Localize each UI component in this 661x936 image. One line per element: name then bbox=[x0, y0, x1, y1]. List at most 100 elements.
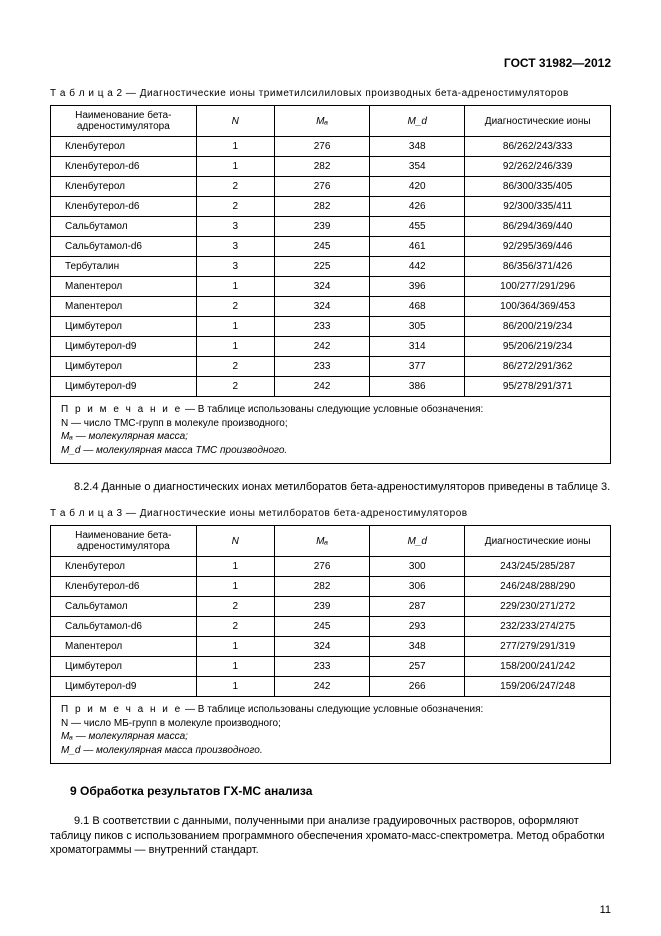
table3-note-line3: M_d — молекулярная масса производного. bbox=[61, 745, 263, 756]
table2-cell-ions: 92/295/369/446 bbox=[465, 237, 611, 257]
table2-cell-ma: 225 bbox=[274, 257, 369, 277]
table2-caption-label: Т а б л и ц а 2 — bbox=[50, 88, 136, 99]
table2-th-ma: Mₐ bbox=[274, 106, 369, 137]
table3-th-md: M_d bbox=[370, 526, 465, 557]
table3-cell-md: 300 bbox=[370, 557, 465, 577]
table3-cell-name: Цимбутерол-d9 bbox=[51, 677, 197, 697]
table-row: Цимбутерол-d9124231495/206/219/234 bbox=[51, 337, 611, 357]
table3-cell-n: 1 bbox=[196, 677, 274, 697]
table2-cell-ions: 95/206/219/234 bbox=[465, 337, 611, 357]
table3-caption: Т а б л и ц а 3 — Диагностические ионы м… bbox=[50, 508, 611, 519]
table3-cell-ions: 243/245/285/287 bbox=[465, 557, 611, 577]
table3-cell-ma: 245 bbox=[274, 617, 369, 637]
table-row: Кленбутерол-d6228242692/300/335/411 bbox=[51, 197, 611, 217]
table3-th-name: Наименование бета-адреностимулятора bbox=[51, 526, 197, 557]
table2-cell-ma: 233 bbox=[274, 317, 369, 337]
table2-cell-n: 1 bbox=[196, 277, 274, 297]
table2-cell-ma: 324 bbox=[274, 277, 369, 297]
table3-cell-name: Мапентерол bbox=[51, 637, 197, 657]
table2-cell-ions: 86/300/335/405 bbox=[465, 177, 611, 197]
table2-cell-ions: 86/294/369/440 bbox=[465, 217, 611, 237]
table2-cell-ma: 282 bbox=[274, 197, 369, 217]
table3-cell-md: 306 bbox=[370, 577, 465, 597]
table2-note-line1: N — число ТМС-групп в молекуле производн… bbox=[61, 418, 288, 429]
table3-cell-n: 1 bbox=[196, 577, 274, 597]
para-9-1: 9.1 В соответствии с данными, полученным… bbox=[50, 814, 611, 857]
table2-cell-name: Кленбутерол-d6 bbox=[51, 157, 197, 177]
table2-cell-md: 348 bbox=[370, 137, 465, 157]
table3-cell-md: 293 bbox=[370, 617, 465, 637]
table2-cell-n: 2 bbox=[196, 377, 274, 397]
table-row: Кленбутерол-d6128235492/262/246/339 bbox=[51, 157, 611, 177]
table2-cell-name: Сальбутамол bbox=[51, 217, 197, 237]
table-row: Цимбутерол-d9224238695/278/291/371 bbox=[51, 377, 611, 397]
table2-th-name: Наименование бета-адреностимулятора bbox=[51, 106, 197, 137]
table3-caption-label: Т а б л и ц а 3 — bbox=[50, 508, 136, 519]
table2-cell-md: 461 bbox=[370, 237, 465, 257]
table3: Наименование бета-адреностимулятора N Mₐ… bbox=[50, 525, 611, 764]
table2-cell-md: 305 bbox=[370, 317, 465, 337]
table2-cell-md: 396 bbox=[370, 277, 465, 297]
table3-cell-ma: 282 bbox=[274, 577, 369, 597]
table3-cell-name: Сальбутамол-d6 bbox=[51, 617, 197, 637]
table3-th-n: N bbox=[196, 526, 274, 557]
table3-cell-n: 1 bbox=[196, 557, 274, 577]
table2-note: П р и м е ч а н и е — В таблице использо… bbox=[51, 397, 611, 464]
table2-caption-text: Диагностические ионы триметилсилиловых п… bbox=[140, 88, 569, 99]
table3-cell-n: 2 bbox=[196, 617, 274, 637]
table-row: Мапентерол1324396100/277/291/296 bbox=[51, 277, 611, 297]
table2-cell-ions: 92/262/246/339 bbox=[465, 157, 611, 177]
table2-cell-name: Кленбутерол bbox=[51, 137, 197, 157]
table-row: Цимбутерол1233257158/200/241/242 bbox=[51, 657, 611, 677]
table2-cell-n: 3 bbox=[196, 257, 274, 277]
table3-th-ions: Диагностические ионы bbox=[465, 526, 611, 557]
table2-cell-name: Цимбутерол-d9 bbox=[51, 337, 197, 357]
section-9-heading: 9 Обработка результатов ГХ-МС анализа bbox=[70, 784, 611, 798]
table3-cell-n: 1 bbox=[196, 657, 274, 677]
table3-cell-name: Цимбутерол bbox=[51, 657, 197, 677]
table3-cell-ma: 233 bbox=[274, 657, 369, 677]
table2-caption: Т а б л и ц а 2 — Диагностические ионы т… bbox=[50, 88, 611, 99]
table3-caption-text: Диагностические ионы метилборатов бета-а… bbox=[140, 508, 468, 519]
table2-cell-name: Кленбутерол bbox=[51, 177, 197, 197]
table-row: Цимбутерол-d91242266159/206/247/248 bbox=[51, 677, 611, 697]
table-row: Кленбутерол227642086/300/335/405 bbox=[51, 177, 611, 197]
table3-cell-ions: 246/248/288/290 bbox=[465, 577, 611, 597]
table2-note-line0: — В таблице использованы следующие услов… bbox=[185, 404, 483, 415]
table2-cell-ma: 276 bbox=[274, 177, 369, 197]
table3-cell-ions: 159/206/247/248 bbox=[465, 677, 611, 697]
table3-cell-ma: 239 bbox=[274, 597, 369, 617]
table2-cell-ions: 92/300/335/411 bbox=[465, 197, 611, 217]
table3-header-row: Наименование бета-адреностимулятора N Mₐ… bbox=[51, 526, 611, 557]
table2-note-label: П р и м е ч а н и е bbox=[61, 404, 182, 415]
table3-cell-md: 266 bbox=[370, 677, 465, 697]
table2-cell-n: 3 bbox=[196, 217, 274, 237]
table-row: Сальбутамол323945586/294/369/440 bbox=[51, 217, 611, 237]
table-row: Кленбутерол127634886/262/243/333 bbox=[51, 137, 611, 157]
page-number: 11 bbox=[600, 904, 611, 916]
table2-cell-name: Цимбутерол bbox=[51, 317, 197, 337]
table2: Наименование бета-адреностимулятора N Mₐ… bbox=[50, 105, 611, 464]
table2-cell-ma: 239 bbox=[274, 217, 369, 237]
table2-cell-name: Тербуталин bbox=[51, 257, 197, 277]
table2-cell-md: 420 bbox=[370, 177, 465, 197]
table-row: Цимбутерол223337786/272/291/362 bbox=[51, 357, 611, 377]
table2-cell-ions: 86/200/219/234 bbox=[465, 317, 611, 337]
table2-cell-n: 2 bbox=[196, 197, 274, 217]
table2-cell-md: 386 bbox=[370, 377, 465, 397]
table2-cell-ions: 86/272/291/362 bbox=[465, 357, 611, 377]
table2-cell-ions: 100/364/369/453 bbox=[465, 297, 611, 317]
table3-cell-ions: 232/233/274/275 bbox=[465, 617, 611, 637]
table-row: Сальбутамол-d6324546192/295/369/446 bbox=[51, 237, 611, 257]
table2-th-md: M_d bbox=[370, 106, 465, 137]
table2-cell-n: 1 bbox=[196, 317, 274, 337]
table3-cell-ions: 277/279/291/319 bbox=[465, 637, 611, 657]
table-row: Мапентерол2324468100/364/369/453 bbox=[51, 297, 611, 317]
para-8-2-4: 8.2.4 Данные о диагностических ионах мет… bbox=[50, 480, 611, 494]
table3-cell-md: 348 bbox=[370, 637, 465, 657]
table3-th-ma: Mₐ bbox=[274, 526, 369, 557]
table-row: Кленбутерол-d61282306246/248/288/290 bbox=[51, 577, 611, 597]
table2-cell-md: 314 bbox=[370, 337, 465, 357]
table2-cell-ma: 233 bbox=[274, 357, 369, 377]
table3-cell-ions: 229/230/271/272 bbox=[465, 597, 611, 617]
